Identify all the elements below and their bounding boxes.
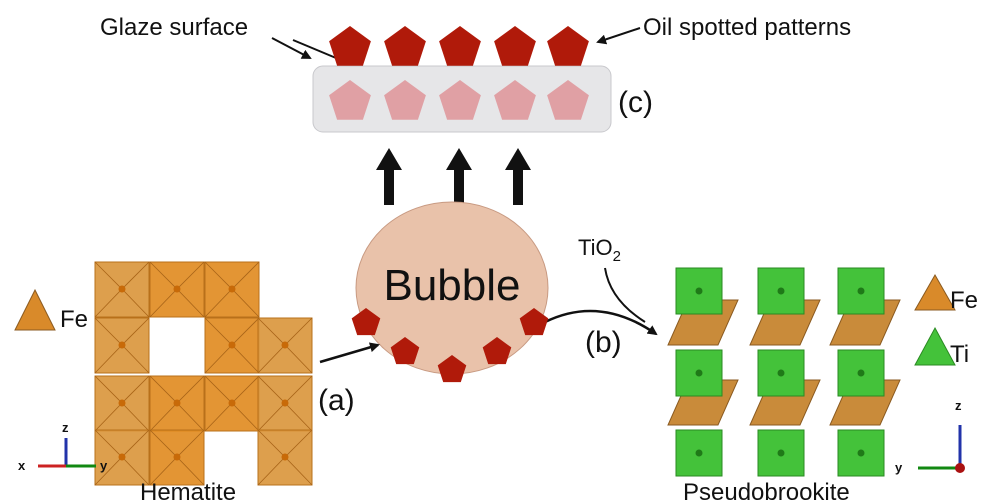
legend-fe-hematite [14,288,56,331]
fe-atom [173,399,181,407]
oil-spot-faded [547,80,589,120]
shapes [14,261,956,486]
label-a: (a) [318,384,355,417]
fe-atom [173,453,181,461]
ti-atom [777,369,785,377]
axis-z: z [62,420,69,435]
bubble-spot [390,337,420,365]
pointer-glaze [292,39,337,59]
axis-y-pb: y [895,460,903,475]
fe-atom [228,341,236,349]
fe-atom [228,399,236,407]
pb-ti: Ti [950,341,969,368]
fe-atom [281,453,289,461]
hematite-fe: Fe [60,306,88,333]
ti-atom [857,449,865,457]
pointer-glaze-arrow [271,37,312,59]
oil-spot-faded [494,80,536,120]
ti-atom [695,449,703,457]
arrow-tio2 [604,267,646,323]
ti-atom [777,287,785,295]
label-c: (c) [618,86,653,119]
fe-atom [118,285,126,293]
fe-atom [228,285,236,293]
axes-pb [918,425,965,473]
axes-hematite [38,438,96,468]
up-arrows [376,148,531,205]
bubble-spot [437,355,467,383]
axis-z-pb: z [955,398,962,413]
fe-atom [281,399,289,407]
axis-x: x [18,458,26,473]
legend-fe-pb [914,273,956,311]
axis-y: y [100,458,108,473]
oil-spot-faded [384,80,426,120]
ti-atom [777,449,785,457]
pb-ti-octahedron [757,349,805,397]
label-glaze: Glaze surface [100,14,248,41]
bubble-spot [482,337,512,365]
arrow-b [544,309,658,336]
fe-atom [281,341,289,349]
ti-atom [695,287,703,295]
oil-spot [329,26,371,66]
tio2-sub: 2 [613,248,621,265]
pointer-oil [596,27,641,45]
oil-spot [439,26,481,66]
ti-atom [695,369,703,377]
tio2-base: TiO [578,235,613,260]
hematite-name: Hematite [140,479,236,504]
oil-spot-faded [439,80,481,120]
legend-ti-pb [914,326,956,366]
pseudobrookite-name: Pseudobrookite [683,479,850,504]
arrow-a [319,342,380,364]
label-bubble: Bubble [383,261,520,310]
ti-atom [857,287,865,295]
label-tio2: TiO2 [578,235,621,265]
oil-spot [547,26,589,66]
ti-atom [857,369,865,377]
bubble-spot [519,308,549,336]
pb-fe: Fe [950,287,978,314]
oil-spot [494,26,536,66]
fe-atom [118,399,126,407]
label-oil: Oil spotted patterns [643,14,851,41]
bubble-spot [351,308,381,336]
label-b: (b) [585,326,622,359]
fe-atom [118,453,126,461]
fe-atom [173,285,181,293]
fe-atom [118,341,126,349]
oil-spot [384,26,426,66]
pb-ti-octahedron [757,429,805,477]
oil-spot-faded [329,80,371,120]
